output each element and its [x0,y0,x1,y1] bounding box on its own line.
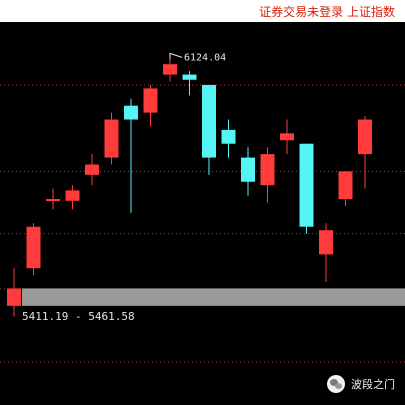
watermark-text: 波段之门 [351,378,395,391]
candle-body [202,84,216,158]
candle [338,171,353,206]
candle-body [319,230,333,255]
candle [7,268,21,317]
candle-body [358,119,372,155]
candle-body [299,143,314,227]
candle-body [65,190,80,201]
candle-body [280,133,294,141]
candle [124,98,138,213]
high-leader-line [169,52,183,60]
candle [319,223,333,283]
candle [280,119,294,155]
candle-body [241,157,255,182]
candle [221,119,236,158]
candle-body [182,74,197,80]
candles [7,59,372,317]
candle [65,185,80,210]
candle [202,84,216,175]
candle [241,147,255,196]
candle-body [163,64,177,75]
candle [299,143,314,234]
window-title: 证券交易未登录 上证指数 [259,5,395,19]
candle [143,84,158,127]
candle [358,116,372,189]
candlestick-chart[interactable]: 6124.04 5411.19 - 5461.58 [0,22,405,405]
candle-body [46,199,60,202]
candle-body [104,119,119,158]
price-range-band [22,288,405,306]
candle [85,154,99,186]
candle [104,112,119,165]
candle-body [124,105,138,120]
wechat-icon [327,375,345,393]
candle [260,147,275,203]
candle [182,71,197,96]
candle [46,188,60,210]
candle-body [7,288,21,306]
candle-body [221,129,236,144]
candle-body [85,164,99,175]
candle-body [143,88,158,113]
candle [163,59,177,82]
candle-body [26,226,41,269]
high-price-label: 6124.04 [184,52,226,63]
top-bar: 证券交易未登录 上证指数 [0,0,405,22]
candle-body [260,154,275,186]
range-label: 5411.19 - 5461.58 [22,310,135,323]
labels: 6124.04 5411.19 - 5461.58 [22,52,226,322]
candle [26,223,41,276]
watermark: 波段之门 [327,375,395,393]
candle-body [338,171,353,200]
